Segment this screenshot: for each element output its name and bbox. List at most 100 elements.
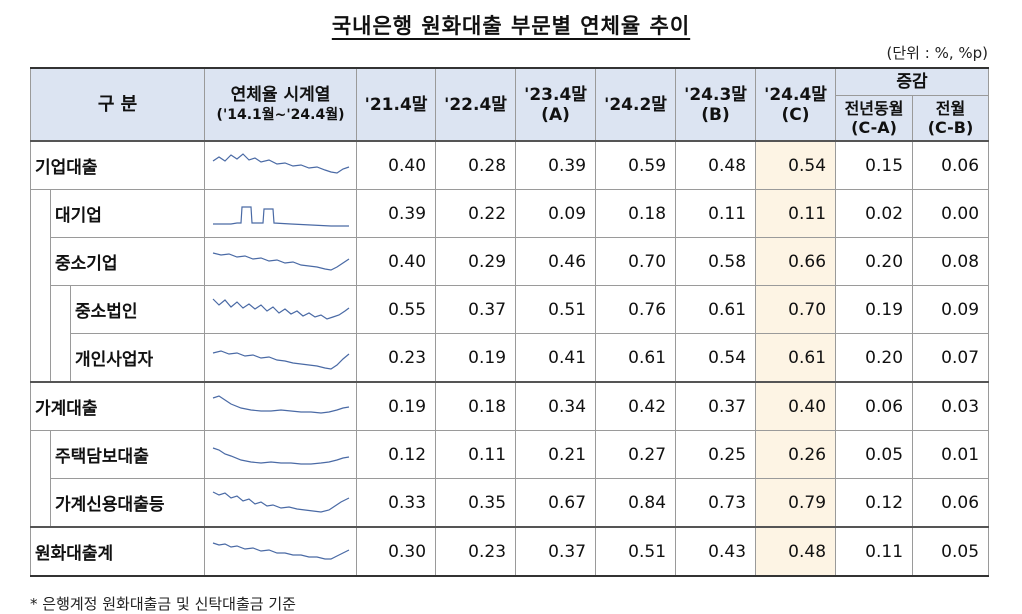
value-cell: 0.11 [435,430,517,479]
value-cell: 0.11 [835,526,914,577]
value-cell: 0.67 [515,478,597,528]
value-cell: 0.39 [356,189,437,238]
value-cell: 0.11 [755,189,837,238]
value-cell: 0.20 [835,333,914,383]
header-2023-04: '23.4말 (A) [515,67,597,142]
row-label-total: 원화대출계 [29,526,206,577]
indent-cell [30,237,51,286]
value-cell: 0.51 [595,526,677,577]
value-cell: 0.61 [675,285,757,334]
sparkline-total [204,526,358,577]
value-cell: 0.19 [435,333,517,383]
value-cell: 0.05 [912,526,990,577]
indent-cell [30,478,51,527]
value-cell: 0.33 [356,478,437,528]
value-cell: 0.29 [435,237,517,286]
table-row: 중소법인 0.55 0.37 0.51 0.76 0.61 0.70 0.19 0.09 [30,285,990,334]
header-category: 구 분 [29,67,206,142]
value-cell: 0.12 [835,478,914,528]
row-label-corporate: 기업대출 [29,140,206,190]
value-cell: 0.54 [675,333,757,383]
header-series: 연체율 시계열 ('14.1월~'24.4월) [204,67,358,142]
table-row: 가계대출 0.19 0.18 0.34 0.42 0.37 0.40 0.06 0.03 [29,381,990,431]
value-cell: 0.70 [755,285,837,334]
indent-cell [50,285,71,334]
value-cell: 0.22 [435,189,517,238]
sparkline-chart [212,394,349,414]
value-cell: 0.09 [912,285,990,334]
value-cell: 0.39 [515,140,597,190]
sparkline-chart [212,251,349,271]
value-cell: 0.40 [755,381,837,431]
sparkline-chart [212,152,349,174]
indent-cell [30,430,51,479]
table-row: 기업대출 0.40 0.28 0.39 0.59 0.48 0.54 0.15 0.06 [29,140,990,190]
value-cell: 0.07 [912,333,990,383]
header-2024-04: '24.4말 (C) [755,67,837,142]
value-cell: 0.34 [515,381,597,431]
table-row: 가계신용대출등 0.33 0.35 0.67 0.84 0.73 0.79 0.12 0.06 [30,478,990,528]
table-row: 원화대출계 0.30 0.23 0.37 0.51 0.43 0.48 0.11 0.05 [29,526,990,577]
sparkline-path [212,349,349,370]
table-row: 주택담보대출 0.12 0.11 0.21 0.27 0.25 0.26 0.05 0.01 [30,430,990,479]
sparkline-path [212,541,349,560]
value-cell: 0.84 [595,478,677,528]
value-cell: 0.43 [675,526,757,577]
value-cell: 0.05 [835,430,914,479]
sparkline-path [212,205,349,227]
row-label-sme-corp: 중소법인 [69,285,206,334]
value-cell: 0.54 [755,140,837,190]
row-label-sole-prop: 개인사업자 [69,333,206,383]
value-cell: 0.27 [595,430,677,479]
value-cell: 0.59 [595,140,677,190]
value-cell: 0.25 [675,430,757,479]
sparkline-path [212,152,349,174]
header-2024-03: '24.3말 (B) [675,67,757,142]
row-label-household-credit: 가계신용대출등 [49,478,206,528]
value-cell: 0.51 [515,285,597,334]
indent-cell [30,285,51,334]
sparkline-corporate [204,140,358,190]
table-body: 기업대출 0.40 0.28 0.39 0.59 0.48 0.54 0.15 0.06 대기업 0… [29,140,990,577]
value-cell: 0.20 [835,237,914,286]
header-yoy: 전년동월 (C-A) [835,95,914,142]
sparkline-path [212,298,349,320]
sparkline-sole-prop [204,333,358,383]
value-cell: 0.19 [835,285,914,334]
value-cell: 0.40 [356,140,437,190]
value-cell: 0.23 [356,333,437,383]
value-cell: 0.48 [755,526,837,577]
value-cell: 0.79 [755,478,837,528]
sparkline-sme-corp [204,285,358,334]
footnote: * 은행계정 원화대출금 및 신탁대출금 기준 [30,595,296,613]
value-cell: 0.18 [595,189,677,238]
value-cell: 0.00 [912,189,990,238]
value-cell: 0.06 [835,381,914,431]
value-cell: 0.70 [595,237,677,286]
header-mom: 전월 (C-B) [912,95,990,142]
value-cell: 0.37 [675,381,757,431]
table-row: 중소기업 0.40 0.29 0.46 0.70 0.58 0.66 0.20 0.08 [30,237,990,286]
value-cell: 0.23 [435,526,517,577]
sparkline-chart [212,541,349,560]
sparkline-chart [212,298,349,320]
row-label-household: 가계대출 [29,381,206,431]
indent-cell [30,333,51,382]
value-cell: 0.21 [515,430,597,479]
value-cell: 0.26 [755,430,837,479]
value-cell: 0.66 [755,237,837,286]
sparkline-path [212,251,349,271]
value-cell: 0.48 [675,140,757,190]
sparkline-sme [204,237,358,286]
value-cell: 0.11 [675,189,757,238]
value-cell: 0.02 [835,189,914,238]
unit-label: (단위 : %, %p) [886,44,988,62]
value-cell: 0.41 [515,333,597,383]
value-cell: 0.61 [755,333,837,383]
delinquency-table: 구 분 연체율 시계열 ('14.1월~'24.4월) '21.4말 '22.4… [29,67,990,577]
header-2021-04: '21.4말 [356,67,437,142]
value-cell: 0.01 [912,430,990,479]
header-2022-04: '22.4말 [435,67,517,142]
sparkline-chart [212,490,349,513]
value-cell: 0.37 [435,285,517,334]
